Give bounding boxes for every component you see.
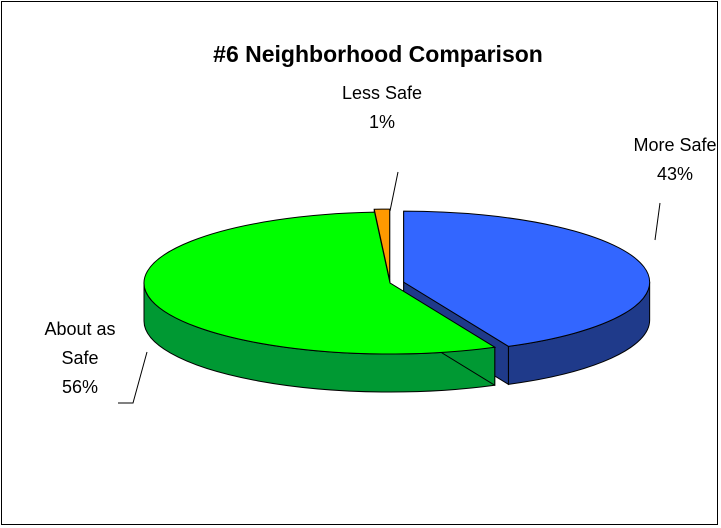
- slice-label-2: Less Safe: [342, 83, 422, 103]
- slice-percent-label-0: 43%: [657, 164, 693, 184]
- chart-title: #6 Neighborhood Comparison: [213, 41, 543, 67]
- slice-2: [373, 208, 391, 281]
- leader-line-2: [389, 171, 399, 212]
- pie-labels: More Safe 43% About as Safe 56% Less Safe 1%: [44, 83, 717, 404]
- slice-label-1: Safe: [61, 348, 98, 368]
- slice-1: [143, 211, 497, 355]
- slice-percent-label-1: 56%: [62, 377, 98, 397]
- slice-0: [403, 210, 651, 347]
- slice-label-1: About as: [44, 319, 115, 339]
- leader-line-1: [118, 351, 148, 404]
- slice-label-0: More Safe: [633, 135, 716, 155]
- slice-percent-label-2: 1%: [369, 112, 395, 132]
- pie-slices: [143, 208, 651, 393]
- leader-line-0: [654, 202, 661, 241]
